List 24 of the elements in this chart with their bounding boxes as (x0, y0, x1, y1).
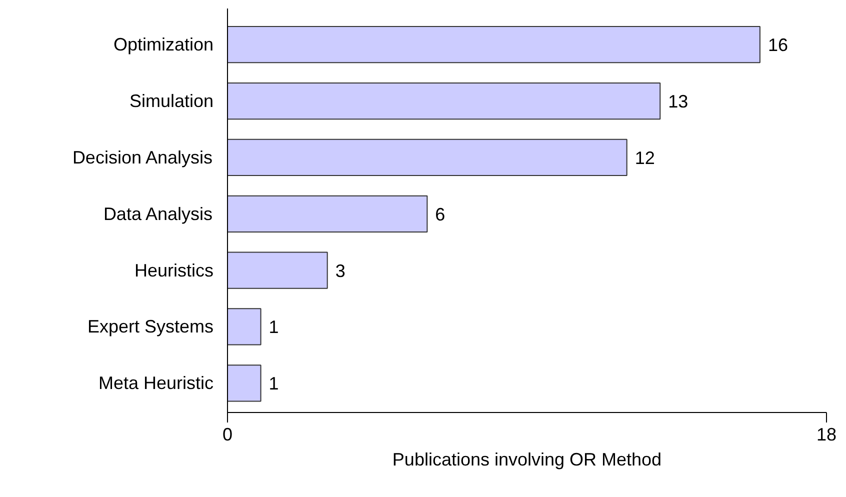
data-label: 3 (335, 260, 346, 281)
data-label: 16 (768, 35, 788, 56)
x-tick-label: 18 (816, 424, 837, 444)
y-tick-label: Decision Analysis (72, 147, 213, 168)
bar (228, 138, 628, 176)
x-tick-label: 0 (222, 424, 233, 444)
bar (228, 364, 262, 402)
bar (228, 26, 760, 64)
bar (228, 82, 661, 120)
y-tick-label: Simulation (129, 91, 214, 112)
bar (228, 308, 262, 346)
x-axis-title: Publications involving OR Method (392, 450, 662, 470)
data-label: 6 (435, 204, 446, 224)
data-label: 1 (268, 374, 279, 394)
y-tick-label: Meta Heuristic (98, 373, 214, 394)
y-tick-label: Data Analysis (103, 204, 213, 224)
y-tick-label: Expert Systems (87, 316, 214, 337)
y-tick-label: Heuristics (134, 260, 214, 280)
bar (228, 252, 328, 289)
bar (228, 195, 428, 232)
data-label: 12 (634, 148, 655, 168)
y-tick-label: Optimization (113, 34, 214, 55)
data-label: 1 (268, 317, 279, 338)
data-label: 13 (668, 92, 688, 112)
